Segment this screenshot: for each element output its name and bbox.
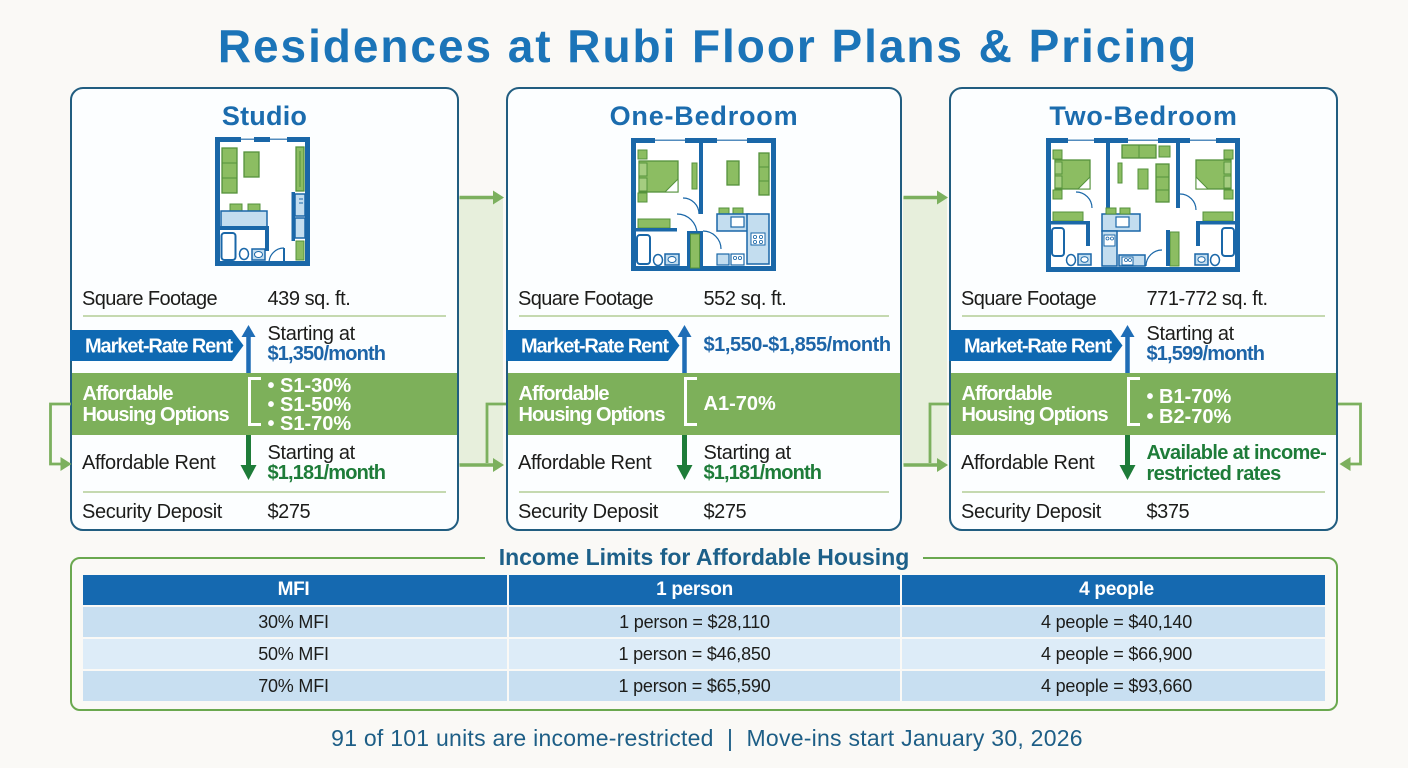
svg-text:Market-Rate Rent: Market-Rate Rent [521, 335, 669, 357]
svg-text:Market-Rate Rent: Market-Rate Rent [964, 335, 1112, 357]
svg-text:Market-Rate Rent: Market-Rate Rent [85, 335, 233, 357]
